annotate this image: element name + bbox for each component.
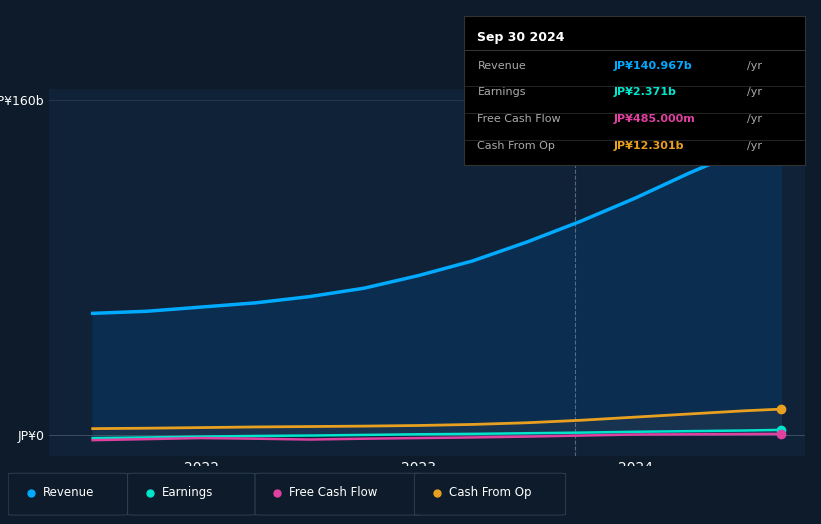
Text: Free Cash Flow: Free Cash Flow: [478, 114, 561, 124]
Text: Cash From Op: Cash From Op: [478, 141, 555, 151]
FancyBboxPatch shape: [8, 473, 128, 515]
Text: Past: Past: [772, 110, 798, 123]
Text: Cash From Op: Cash From Op: [448, 486, 531, 499]
Text: /yr: /yr: [746, 88, 762, 97]
Text: /yr: /yr: [746, 114, 762, 124]
Text: JP¥140.967b: JP¥140.967b: [614, 61, 693, 71]
Text: Sep 30 2024: Sep 30 2024: [478, 30, 565, 43]
Text: Free Cash Flow: Free Cash Flow: [289, 486, 378, 499]
Text: JP¥485.000m: JP¥485.000m: [614, 114, 695, 124]
FancyBboxPatch shape: [415, 473, 566, 515]
FancyBboxPatch shape: [128, 473, 255, 515]
FancyBboxPatch shape: [255, 473, 422, 515]
Text: /yr: /yr: [746, 61, 762, 71]
Text: Revenue: Revenue: [478, 61, 526, 71]
Text: JP¥12.301b: JP¥12.301b: [614, 141, 684, 151]
Text: Revenue: Revenue: [43, 486, 94, 499]
Text: JP¥2.371b: JP¥2.371b: [614, 88, 677, 97]
Text: Earnings: Earnings: [478, 88, 526, 97]
Text: Earnings: Earnings: [162, 486, 213, 499]
Text: /yr: /yr: [746, 141, 762, 151]
